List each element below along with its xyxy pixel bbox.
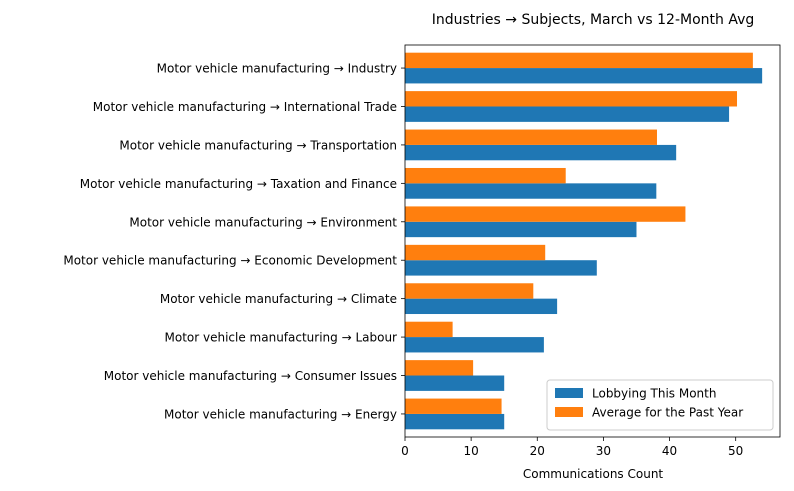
y-tick-label: Motor vehicle manufacturing → Climate xyxy=(160,292,397,306)
x-tick-label: 20 xyxy=(530,444,545,458)
bar-past-year-avg xyxy=(405,91,738,107)
chart-title: Industries → Subjects, March vs 12-Month… xyxy=(432,12,755,28)
bar-past-year-avg xyxy=(405,167,566,184)
legend-swatch xyxy=(555,388,583,398)
bar-this-month xyxy=(405,298,558,315)
bar-this-month xyxy=(405,260,597,276)
legend-swatch xyxy=(555,407,583,417)
legend-box xyxy=(546,379,774,431)
x-tick-label: 50 xyxy=(728,444,743,458)
x-tick-label: 30 xyxy=(596,444,611,458)
bar-past-year-avg xyxy=(405,129,657,145)
bar-this-month xyxy=(405,68,763,84)
bar-this-month xyxy=(405,221,637,238)
y-tick-label: Motor vehicle manufacturing → Internatio… xyxy=(93,100,397,114)
bar-this-month xyxy=(405,413,505,430)
x-tick-label: 10 xyxy=(463,444,478,458)
y-tick-label: Motor vehicle manufacturing → Environmen… xyxy=(129,215,397,229)
legend-label: Lobbying This Month xyxy=(592,387,716,401)
bar-past-year-avg xyxy=(405,52,753,69)
bar-this-month xyxy=(405,144,677,161)
bar-this-month xyxy=(405,183,657,199)
bar-past-year-avg xyxy=(405,244,546,261)
legend-label: Average for the Past Year xyxy=(592,406,743,420)
bar-past-year-avg xyxy=(405,360,474,376)
x-tick-label: 40 xyxy=(662,444,677,458)
bar-past-year-avg xyxy=(405,283,534,299)
y-tick-label: Motor vehicle manufacturing → Labour xyxy=(165,331,398,345)
x-tick-label: 0 xyxy=(401,444,409,458)
bar-past-year-avg xyxy=(405,206,686,222)
y-tick-label: Motor vehicle manufacturing → Transporta… xyxy=(119,138,397,152)
bar-past-year-avg xyxy=(405,321,453,338)
bar-this-month xyxy=(405,337,544,353)
bar-this-month xyxy=(405,375,505,391)
y-tick-label: Motor vehicle manufacturing → Industry xyxy=(157,62,397,76)
bar-this-month xyxy=(405,106,730,122)
legend: Lobbying This Month Average for the Past … xyxy=(546,379,774,431)
bar-past-year-avg xyxy=(405,398,502,414)
y-tick-label: Motor vehicle manufacturing → Energy xyxy=(164,407,397,421)
y-tick-label: Motor vehicle manufacturing → Taxation a… xyxy=(80,177,397,191)
y-tick-label: Motor vehicle manufacturing → Consumer I… xyxy=(104,369,397,383)
plot-frame xyxy=(404,44,781,438)
x-axis-label: Communications Count xyxy=(523,467,664,481)
plot-area: Motor vehicle manufacturing → Industry Mo… xyxy=(63,44,781,458)
y-tick-label: Motor vehicle manufacturing → Economic D… xyxy=(63,254,397,268)
